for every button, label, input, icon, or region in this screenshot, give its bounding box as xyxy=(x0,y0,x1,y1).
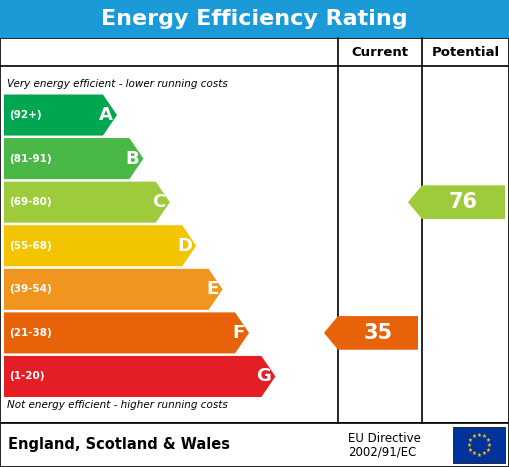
Text: Current: Current xyxy=(352,45,409,58)
Text: (21-38): (21-38) xyxy=(9,328,52,338)
Text: ★: ★ xyxy=(482,451,487,456)
Text: (92+): (92+) xyxy=(9,110,42,120)
Text: (39-54): (39-54) xyxy=(9,284,52,294)
Text: ★: ★ xyxy=(487,443,491,447)
Polygon shape xyxy=(4,94,117,135)
Text: Not energy efficient - higher running costs: Not energy efficient - higher running co… xyxy=(7,400,228,410)
Bar xyxy=(0,0,509,38)
Text: (55-68): (55-68) xyxy=(9,241,52,251)
Bar xyxy=(0,423,509,467)
Bar xyxy=(0,38,509,423)
Polygon shape xyxy=(4,312,249,354)
Polygon shape xyxy=(4,182,170,223)
Text: ★: ★ xyxy=(467,443,471,447)
Text: Potential: Potential xyxy=(432,45,499,58)
Text: F: F xyxy=(233,324,245,342)
Text: (69-80): (69-80) xyxy=(9,197,51,207)
Polygon shape xyxy=(324,316,418,350)
Polygon shape xyxy=(4,269,222,310)
Text: ★: ★ xyxy=(485,447,490,453)
Text: G: G xyxy=(257,368,271,385)
Text: ★: ★ xyxy=(471,451,476,456)
Polygon shape xyxy=(4,225,196,266)
Text: EU Directive: EU Directive xyxy=(348,432,421,445)
Text: Energy Efficiency Rating: Energy Efficiency Rating xyxy=(101,9,408,29)
Text: B: B xyxy=(126,149,139,168)
Text: 76: 76 xyxy=(449,192,478,212)
Text: Very energy efficient - lower running costs: Very energy efficient - lower running co… xyxy=(7,79,228,89)
Polygon shape xyxy=(4,356,275,397)
Text: A: A xyxy=(99,106,113,124)
Text: ★: ★ xyxy=(476,432,482,438)
Text: ★: ★ xyxy=(468,438,473,443)
Text: England, Scotland & Wales: England, Scotland & Wales xyxy=(8,438,230,453)
Text: ★: ★ xyxy=(471,434,476,439)
Text: (81-91): (81-91) xyxy=(9,154,51,163)
Text: 2002/91/EC: 2002/91/EC xyxy=(348,446,416,459)
Bar xyxy=(453,427,505,463)
Polygon shape xyxy=(408,185,505,219)
Text: D: D xyxy=(177,237,192,255)
Text: ★: ★ xyxy=(476,453,482,458)
Text: C: C xyxy=(153,193,166,211)
Text: (1-20): (1-20) xyxy=(9,371,44,382)
Text: ★: ★ xyxy=(482,434,487,439)
Text: 35: 35 xyxy=(363,323,392,343)
Polygon shape xyxy=(4,138,144,179)
Text: E: E xyxy=(206,280,218,298)
Text: ★: ★ xyxy=(485,438,490,443)
Text: ★: ★ xyxy=(468,447,473,453)
